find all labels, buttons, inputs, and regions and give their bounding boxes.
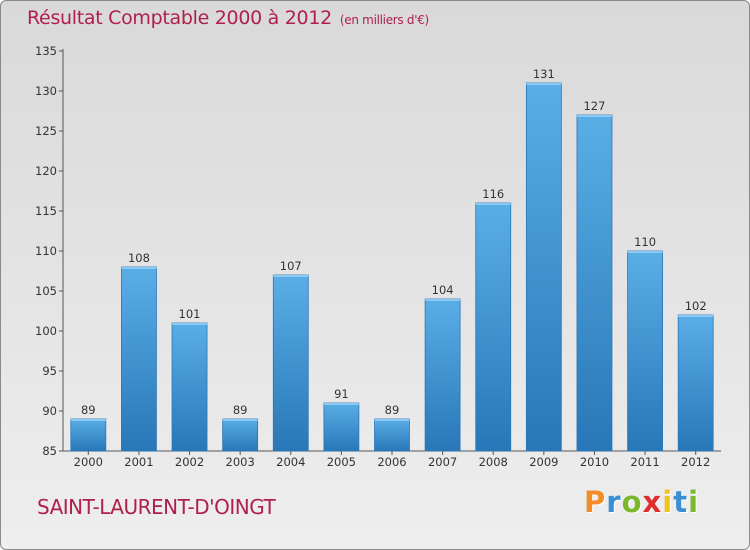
bar bbox=[475, 202, 512, 452]
bar-highlight bbox=[323, 403, 359, 405]
x-tick-label: 2000 bbox=[74, 455, 103, 469]
x-tick-label: 2012 bbox=[681, 455, 710, 469]
brand-letter: P bbox=[584, 485, 607, 519]
y-tick-label: 100 bbox=[35, 324, 57, 338]
x-tick-label: 2006 bbox=[377, 455, 406, 469]
bar-highlight bbox=[222, 419, 258, 421]
bar-value-label: 102 bbox=[685, 299, 707, 313]
bar-value-label: 116 bbox=[482, 187, 504, 201]
bar bbox=[627, 250, 663, 452]
bar-value-label: 108 bbox=[128, 251, 150, 265]
bar bbox=[222, 418, 259, 452]
bar-highlight bbox=[374, 419, 410, 421]
bar-highlight bbox=[121, 267, 157, 269]
bar bbox=[424, 298, 461, 452]
bar bbox=[576, 114, 613, 452]
bar bbox=[171, 322, 208, 452]
bar-highlight bbox=[70, 419, 106, 421]
y-tick-label: 105 bbox=[35, 284, 57, 298]
bar-highlight bbox=[576, 115, 612, 117]
bar-value-label: 89 bbox=[81, 403, 96, 417]
bar-value-label: 131 bbox=[533, 67, 555, 81]
y-tick-label: 135 bbox=[35, 44, 57, 58]
brand-letter: t bbox=[673, 485, 689, 519]
brand-letter: i bbox=[662, 485, 674, 519]
bar-value-label: 91 bbox=[334, 387, 349, 401]
bar-highlight bbox=[627, 251, 663, 253]
bar-value-label: 127 bbox=[583, 99, 605, 113]
brand-letter: i bbox=[688, 485, 700, 519]
x-tick-label: 2007 bbox=[428, 455, 457, 469]
unit-label: (en milliers d'€) bbox=[339, 13, 429, 27]
y-tick-label: 95 bbox=[42, 364, 57, 378]
bar bbox=[677, 314, 714, 452]
bar-value-label: 89 bbox=[233, 403, 248, 417]
bar-value-label: 101 bbox=[179, 307, 201, 321]
x-tick-label: 2009 bbox=[529, 455, 558, 469]
bar-highlight bbox=[526, 83, 562, 85]
x-tick-label: 2008 bbox=[479, 455, 508, 469]
proxiti-logo: Proxiti bbox=[584, 485, 699, 519]
y-tick-label: 115 bbox=[35, 204, 57, 218]
y-tick-label: 90 bbox=[42, 404, 57, 418]
title-text: Résultat Comptable 2000 à 2012 bbox=[27, 7, 332, 29]
y-tick-label: 85 bbox=[42, 444, 57, 458]
bar bbox=[121, 266, 157, 452]
y-tick-label: 130 bbox=[35, 84, 57, 98]
x-tick-label: 2010 bbox=[580, 455, 609, 469]
brand-letter: x bbox=[642, 485, 663, 519]
bar bbox=[323, 402, 360, 452]
bar bbox=[70, 418, 107, 452]
bar-highlight bbox=[475, 203, 511, 205]
y-tick-label: 125 bbox=[35, 124, 57, 138]
y-tick-label: 120 bbox=[35, 164, 57, 178]
x-tick-label: 2001 bbox=[124, 455, 153, 469]
bar bbox=[374, 418, 410, 452]
bar-highlight bbox=[273, 275, 309, 277]
commune-name: SAINT-LAURENT-D'OINGT bbox=[37, 495, 276, 519]
x-tick-label: 2011 bbox=[630, 455, 659, 469]
bar-highlight bbox=[678, 315, 714, 317]
bar-value-label: 104 bbox=[432, 283, 454, 297]
y-tick-label: 110 bbox=[35, 244, 57, 258]
chart-title: Résultat Comptable 2000 à 2012 (en millie… bbox=[27, 7, 429, 29]
x-tick-label: 2004 bbox=[276, 455, 305, 469]
x-tick-label: 2002 bbox=[175, 455, 204, 469]
x-tick-label: 2003 bbox=[226, 455, 255, 469]
brand-letter: r bbox=[606, 485, 622, 519]
bar-value-label: 110 bbox=[634, 235, 656, 249]
bar-value-label: 107 bbox=[280, 259, 302, 273]
bar-highlight bbox=[172, 323, 208, 325]
bar bbox=[272, 274, 309, 452]
x-tick-label: 2005 bbox=[327, 455, 356, 469]
bar-value-label: 89 bbox=[385, 403, 400, 417]
bar-highlight bbox=[425, 299, 461, 301]
bar bbox=[525, 82, 562, 452]
brand-letter: o bbox=[621, 485, 643, 519]
